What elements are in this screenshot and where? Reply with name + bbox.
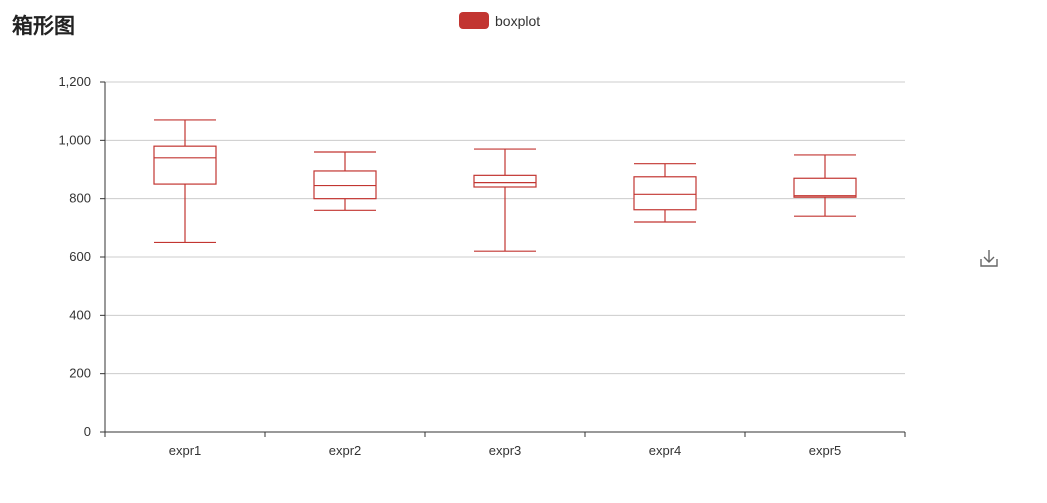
x-tick-label: expr4 (649, 443, 682, 458)
y-tick-label: 1,000 (58, 132, 91, 147)
chart-title: 箱形图 (12, 14, 75, 38)
y-tick-label: 600 (69, 249, 91, 264)
download-icon-glyph (980, 250, 998, 267)
legend-label: boxplot (495, 12, 541, 29)
y-tick-label: 200 (69, 366, 91, 381)
y-tick-label: 800 (69, 191, 91, 206)
download-icon[interactable] (978, 247, 1000, 269)
box-body (633, 176, 697, 211)
box-body (793, 177, 857, 198)
y-tick-label: 0 (84, 424, 91, 439)
x-tick-label: expr3 (489, 443, 522, 458)
y-tick-label: 400 (69, 307, 91, 322)
legend-item-boxplot[interactable]: boxplot (459, 12, 540, 29)
box-body (153, 145, 217, 185)
legend-swatch (459, 12, 489, 29)
x-tick-label: expr2 (329, 443, 362, 458)
x-tick-label: expr1 (169, 443, 202, 458)
y-tick-label: 1,200 (58, 74, 91, 89)
box-body (313, 170, 377, 200)
box-body (473, 174, 537, 188)
x-tick-label: expr5 (809, 443, 842, 458)
